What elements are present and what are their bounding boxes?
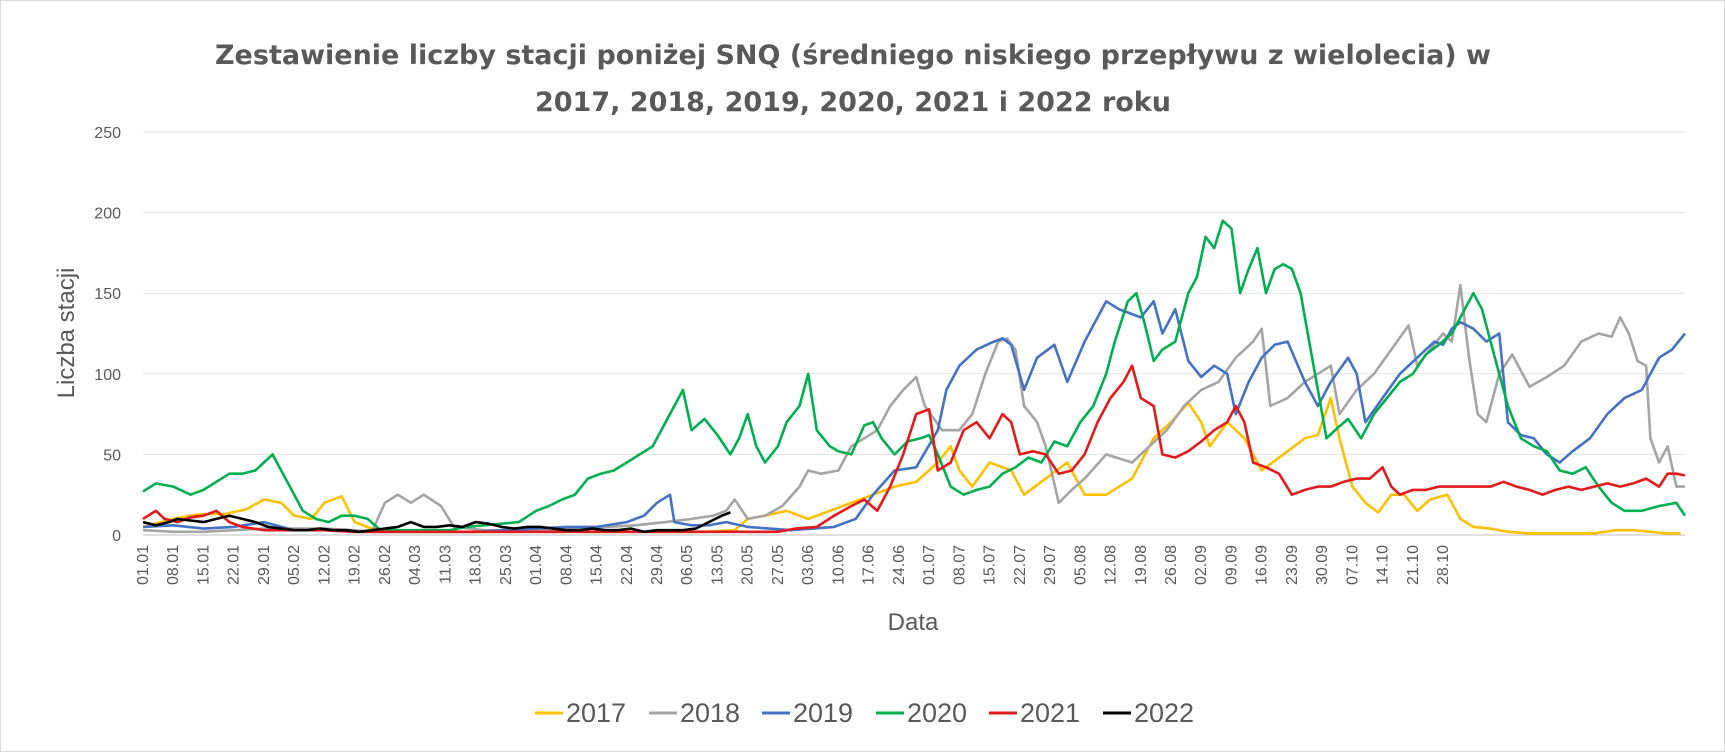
x-tick-label: 14.10 bbox=[1375, 545, 1392, 585]
series-line-2022 bbox=[142, 511, 731, 534]
y-tick-label: 250 bbox=[94, 125, 121, 142]
x-tick-label: 01.01 bbox=[135, 545, 152, 585]
x-tick-label: 20.05 bbox=[740, 545, 757, 585]
y-tick-label: 50 bbox=[103, 447, 121, 464]
x-axis-title: Data bbox=[888, 609, 939, 636]
legend-label-2018: 2018 bbox=[680, 698, 740, 728]
x-tick-label: 15.04 bbox=[589, 545, 606, 585]
x-tick-label: 01.04 bbox=[528, 545, 545, 585]
x-tick-label: 15.01 bbox=[195, 545, 212, 585]
x-tick-label: 29.07 bbox=[1042, 545, 1059, 585]
series-line-2021 bbox=[142, 364, 1686, 534]
x-tick-labels: 01.01 08.01 15.01 22.01 29.01 05.02 12.02 19.02… bbox=[135, 545, 1452, 585]
x-tick-label: 22.04 bbox=[619, 545, 636, 585]
y-tick-label: 0 bbox=[112, 528, 121, 545]
chart-title-line2: 2017, 2018, 2019, 2020, 2021 i 2022 roku bbox=[535, 87, 1171, 118]
x-tick-label: 06.05 bbox=[679, 545, 696, 585]
legend-label-2021: 2021 bbox=[1020, 698, 1080, 728]
x-tick-label: 12.02 bbox=[316, 545, 333, 585]
legend-label-2020: 2020 bbox=[907, 698, 967, 728]
gridlines bbox=[143, 131, 1685, 536]
x-tick-label: 19.08 bbox=[1133, 545, 1150, 585]
x-tick-label: 29.01 bbox=[256, 545, 273, 585]
x-tick-label: 05.02 bbox=[286, 545, 303, 585]
x-tick-label: 22.01 bbox=[226, 545, 243, 585]
x-tick-label: 25.03 bbox=[498, 545, 515, 585]
x-tick-label: 03.06 bbox=[800, 545, 817, 585]
x-tick-label: 04.03 bbox=[407, 545, 424, 585]
x-tick-label: 23.09 bbox=[1284, 545, 1301, 585]
x-tick-label: 22.07 bbox=[1012, 545, 1029, 585]
x-tick-label: 18.03 bbox=[468, 545, 485, 585]
y-tick-label: 200 bbox=[94, 206, 121, 223]
x-tick-label: 11.03 bbox=[437, 545, 454, 584]
x-tick-label: 30.09 bbox=[1314, 545, 1331, 585]
legend-label-2017: 2017 bbox=[566, 698, 626, 728]
x-tick-label: 28.10 bbox=[1435, 545, 1452, 585]
x-tick-label: 16.09 bbox=[1254, 545, 1271, 585]
y-tick-label: 150 bbox=[94, 286, 121, 303]
legend-label-2019: 2019 bbox=[793, 698, 853, 728]
chart-title-line1: Zestawienie liczby stacji poniżej SNQ (ś… bbox=[215, 40, 1491, 71]
x-tick-label: 01.07 bbox=[921, 545, 938, 585]
legend-label-2022: 2022 bbox=[1134, 698, 1194, 728]
y-tick-label: 100 bbox=[94, 367, 121, 384]
x-tick-label: 19.02 bbox=[347, 545, 364, 585]
x-tick-label: 02.09 bbox=[1193, 545, 1210, 585]
x-tick-label: 29.04 bbox=[649, 545, 666, 585]
legend: 2017 2018 2019 2020 2021 2022 bbox=[535, 698, 1194, 728]
x-tick-label: 24.06 bbox=[891, 545, 908, 585]
x-tick-label: 13.05 bbox=[709, 545, 726, 585]
x-tick-label: 08.01 bbox=[165, 545, 182, 585]
x-tick-label: 15.07 bbox=[982, 545, 999, 585]
series-line-2019 bbox=[142, 299, 1687, 534]
x-tick-label: 07.10 bbox=[1344, 545, 1361, 585]
y-axis-title: Liczba stacji bbox=[53, 268, 80, 399]
series-line-2017 bbox=[142, 396, 1681, 535]
x-tick-label: 26.08 bbox=[1163, 545, 1180, 585]
x-tick-label: 08.04 bbox=[558, 545, 575, 585]
x-tick-label: 09.09 bbox=[1223, 545, 1240, 585]
x-tick-label: 12.08 bbox=[1103, 545, 1120, 585]
series-lines bbox=[142, 219, 1687, 535]
x-tick-label: 27.05 bbox=[770, 545, 787, 585]
series-line-2018 bbox=[142, 283, 1685, 534]
x-tick-label: 21.10 bbox=[1405, 545, 1422, 585]
x-tick-label: 10.06 bbox=[830, 545, 847, 585]
series-line-2020 bbox=[142, 219, 1687, 532]
x-tick-label: 08.07 bbox=[951, 545, 968, 585]
x-tick-label: 05.08 bbox=[1072, 545, 1089, 585]
x-tick-label: 17.06 bbox=[861, 545, 878, 585]
y-tick-labels: 0 50 100 150 200 250 bbox=[94, 125, 121, 545]
x-tick-label: 26.02 bbox=[377, 545, 394, 585]
